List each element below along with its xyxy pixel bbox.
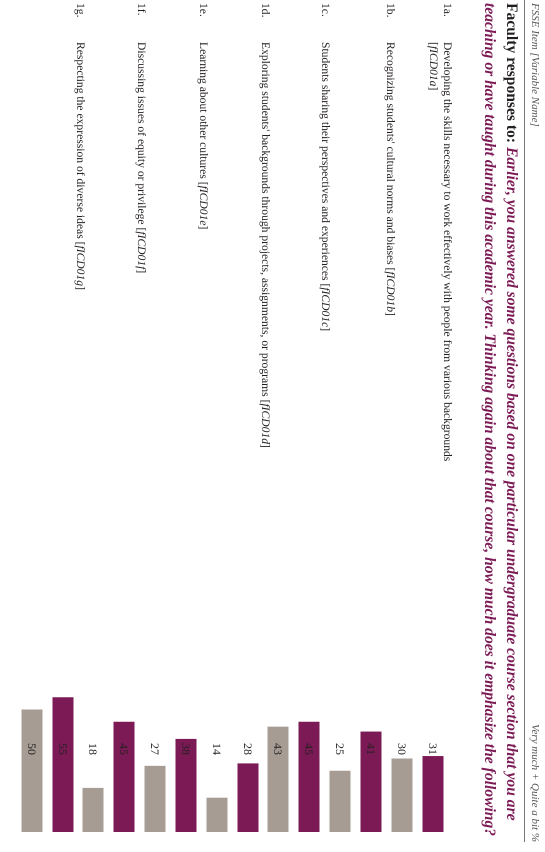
value-label-1a-b: 30 — [395, 743, 409, 755]
value-label-1e-b: 27 — [148, 743, 162, 755]
bar-1f-b — [82, 787, 104, 833]
value-label-1d-b: 14 — [210, 743, 224, 755]
bar-1f-a — [113, 721, 135, 832]
bar-1e-a — [175, 738, 197, 833]
bar-1e-b — [144, 765, 166, 832]
bar-1c-a — [298, 721, 320, 832]
value-label-1f-b: 18 — [86, 743, 100, 755]
bar-1a-b — [391, 758, 413, 832]
bar-1c-b — [267, 726, 289, 833]
value-label-1g-b: 50 — [25, 743, 39, 755]
value-label-1c-b: 43 — [271, 743, 285, 755]
bar-1d-b — [206, 797, 228, 833]
bar-1g-b — [21, 709, 43, 832]
value-label-1f-a: 45 — [117, 743, 131, 755]
value-label-1g-a: 55 — [56, 743, 70, 755]
value-label-1e-a: 38 — [179, 743, 193, 755]
bar-1b-a — [360, 731, 382, 832]
bar-1a-a — [422, 756, 444, 832]
value-label-1d-a: 28 — [241, 743, 255, 755]
bar-1b-b — [329, 770, 351, 832]
value-label-1b-a: 41 — [364, 743, 378, 755]
bar-1d-a — [237, 763, 259, 833]
value-label-1c-a: 45 — [302, 743, 316, 755]
value-label-1b-b: 25 — [333, 743, 347, 755]
value-label-1a-a: 31 — [426, 743, 440, 755]
bar-1g-a — [52, 697, 74, 832]
